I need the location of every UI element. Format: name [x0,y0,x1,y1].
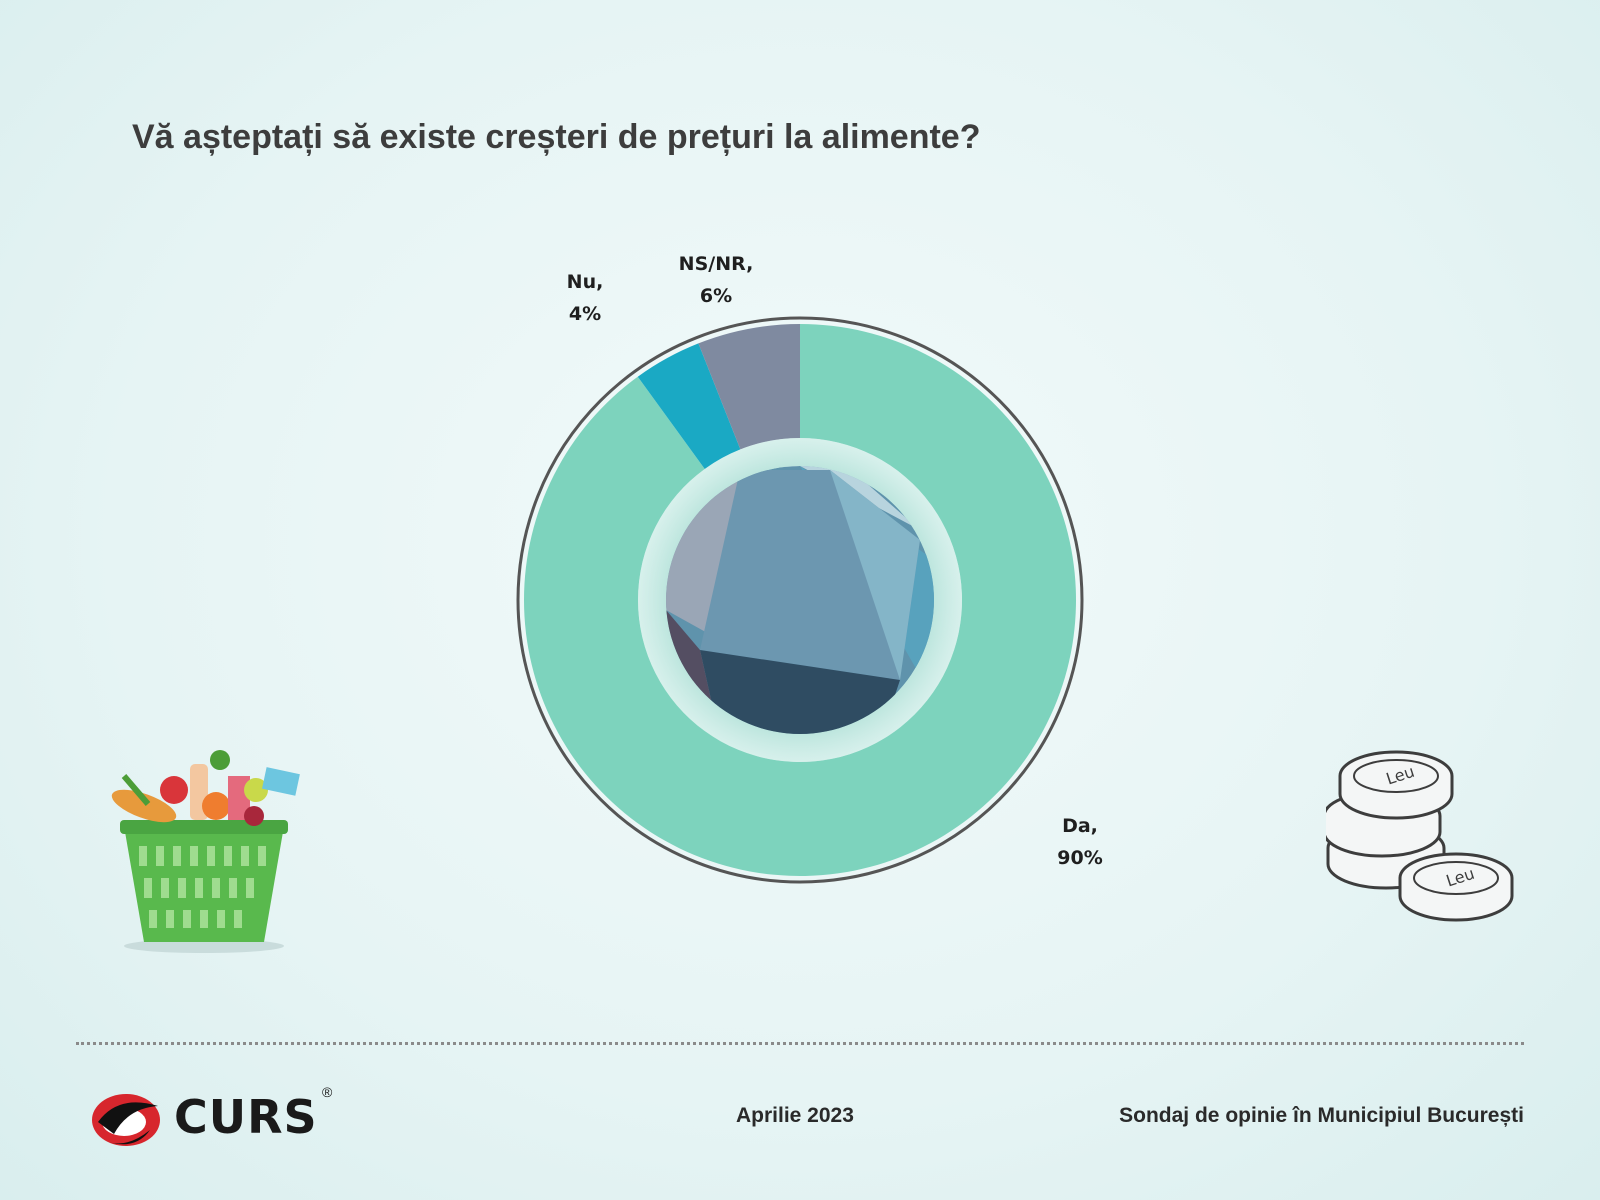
pie-slice-da [523,324,1076,876]
data-label-name: Da, [1062,815,1098,837]
footer-divider [76,1042,1524,1045]
curs-logo: CURS ® [88,1084,348,1154]
survey-description: Sondaj de opinie în Municipiul București [1119,1104,1524,1127]
page-title: Vă așteptați să existe creșteri de prețu… [132,118,981,156]
data-label-value: 90% [1057,847,1102,869]
data-label-value: 4% [569,303,601,325]
registered-mark: ® [322,1084,333,1100]
survey-date: Aprilie 2023 [736,1104,854,1127]
data-label-value: 6% [700,285,732,307]
data-label-name: Nu, [567,271,604,293]
donut-chart: Da, 90% Nu, 4% NS/NR, 6% [516,253,1103,884]
donut-outer-rim [516,316,1084,884]
curs-logo-icon [92,1094,160,1146]
data-label-name: NS/NR, [679,253,754,275]
leu-coins-icon: Leu Leu [1326,750,1514,922]
logo-text: CURS [174,1090,318,1144]
faceted-center-icon [666,466,934,734]
pie-slice-ns-nr [698,324,800,450]
pie-slice-nu [637,343,741,469]
grocery-basket-icon [111,750,300,953]
